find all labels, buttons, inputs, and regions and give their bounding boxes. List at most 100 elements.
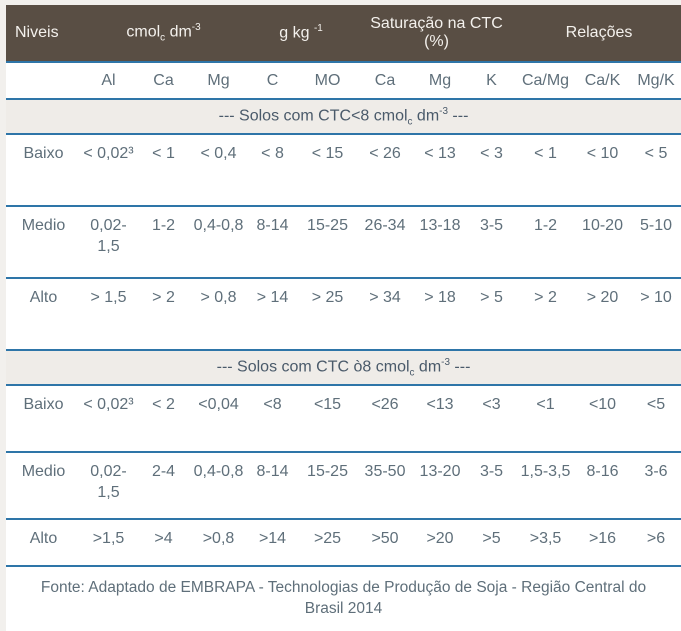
cell: 8-16 [574,452,632,520]
section-title-tail: --- [449,358,471,376]
section-title: --- Solos com CTC<8 cmolc dm-3 --- [6,99,681,135]
cell: 0,02-1,5 [81,206,136,279]
section-title: --- Solos com CTC ò8 cmolc dm-3 --- [6,350,681,386]
cell: > 18 [414,278,467,351]
section-title-text: --- Solos com CTC<8 cmol [218,107,408,125]
table-row-medio-1: Medio 0,02-1,5 1-2 0,4-0,8 8-14 15-25 26… [6,206,681,279]
table-row-alto-2: Alto >1,5 >4 >0,8 >14 >25 >50 >20 >5 >3,… [6,519,681,567]
cell: < 0,02³ [81,134,136,207]
source-note: Fonte: Adaptado de EMBRAPA - Technologia… [40,579,647,617]
cell: >50 [356,519,415,567]
column-header: C [246,62,300,100]
cell: <5 [631,385,681,453]
table-row-baixo-1: Baixo < 0,02³ < 1 < 0,4 < 8 < 15 < 26 < … [6,134,681,207]
group-header-row: Niveis cmolc dm-3 g kg -1 Saturação na C… [6,5,681,63]
cell: 8-14 [246,206,300,279]
cell: > 5 [466,278,518,351]
cell: < 1 [136,134,191,207]
header-group-cmol: cmolc dm-3 [81,5,247,63]
cell: 1-2 [136,206,191,279]
cell: < 26 [356,134,415,207]
cell: 1-2 [517,206,575,279]
column-header-row: Al Ca Mg C MO Ca Mg K Ca/Mg Ca/K Mg/K [6,62,681,100]
cell: 0,02-1,5 [81,452,136,520]
cell: 15-25 [299,206,357,279]
cell: > 1,5 [81,278,136,351]
group-gkg-sup: -1 [313,23,323,35]
cell: < 3 [466,134,518,207]
group-gkg-text: g kg [279,24,314,42]
cell: <15 [299,385,357,453]
cell: < 13 [414,134,467,207]
section-title-tail: --- [447,107,469,125]
cell: > 10 [631,278,681,351]
cell: < 8 [246,134,300,207]
column-header: Ca [356,62,415,100]
cell: > 25 [299,278,357,351]
header-niveis: Niveis [6,5,81,63]
row-label: Medio [6,206,81,279]
section-header-ctc-lt8: --- Solos com CTC<8 cmolc dm-3 --- [6,99,681,135]
cell: 3-5 [466,452,518,520]
column-header: Ca/Mg [517,62,575,100]
cell: > 2 [136,278,191,351]
cell: 5-10 [631,206,681,279]
column-header: K [466,62,518,100]
cell: > 14 [246,278,300,351]
cell: >6 [631,519,681,567]
table-row-baixo-2: Baixo < 0,02³ < 2 <0,04 <8 <15 <26 <13 <… [6,385,681,453]
cell: >5 [466,519,518,567]
group-cmol-sup: -3 [191,22,201,34]
cell: <26 [356,385,415,453]
group-cmol-sub: c [160,32,166,44]
header-group-relacoes: Relações [517,5,681,63]
cell: 13-18 [414,206,467,279]
cell: >3,5 [517,519,575,567]
header-group-saturacao: Saturação na CTC (%) [356,5,518,63]
cell: >1,5 [81,519,136,567]
column-header: Mg/K [631,62,681,100]
table-row-medio-2: Medio 0,02-1,5 2-4 0,4-0,8 8-14 15-25 35… [6,452,681,520]
header-group-gkg: g kg -1 [246,5,357,63]
cell: 3-5 [466,206,518,279]
section-title-text: --- Solos com CTC ò8 cmol [216,358,410,376]
table-footer-row: Fonte: Adaptado de EMBRAPA - Technologia… [6,566,681,631]
row-label: Medio [6,452,81,520]
cell: <0,04 [191,385,247,453]
soil-fertility-levels-table: Niveis cmolc dm-3 g kg -1 Saturação na C… [6,5,681,631]
row-label: Baixo [6,385,81,453]
cell: < 5 [631,134,681,207]
cell: >20 [414,519,467,567]
cell: < 1 [517,134,575,207]
group-cmol-text: cmol [126,23,161,41]
cell: < 0,4 [191,134,247,207]
cell: 35-50 [356,452,415,520]
group-cmol-unit: dm [165,23,192,41]
column-header-empty [6,62,81,100]
column-header: Ca [136,62,191,100]
cell: < 10 [574,134,632,207]
cell: 10-20 [574,206,632,279]
row-label: Alto [6,278,81,351]
page: Niveis cmolc dm-3 g kg -1 Saturação na C… [6,5,681,631]
cell: >4 [136,519,191,567]
section-header-ctc-ge8: --- Solos com CTC ò8 cmolc dm-3 --- [6,350,681,386]
column-header: Mg [191,62,247,100]
row-label: Alto [6,519,81,567]
cell: >0,8 [191,519,247,567]
column-header: Al [81,62,136,100]
cell: > 20 [574,278,632,351]
cell: >16 [574,519,632,567]
cell: 3-6 [631,452,681,520]
cell: 0,4-0,8 [191,206,247,279]
section-title-sub: c [409,367,415,379]
section-title-sup: -3 [441,356,450,368]
cell: >14 [246,519,300,567]
cell: < 2 [136,385,191,453]
cell: > 34 [356,278,415,351]
cell: 26-34 [356,206,415,279]
cell: <1 [517,385,575,453]
cell: > 2 [517,278,575,351]
section-title-sub: c [407,116,413,128]
cell: 0,4-0,8 [191,452,247,520]
